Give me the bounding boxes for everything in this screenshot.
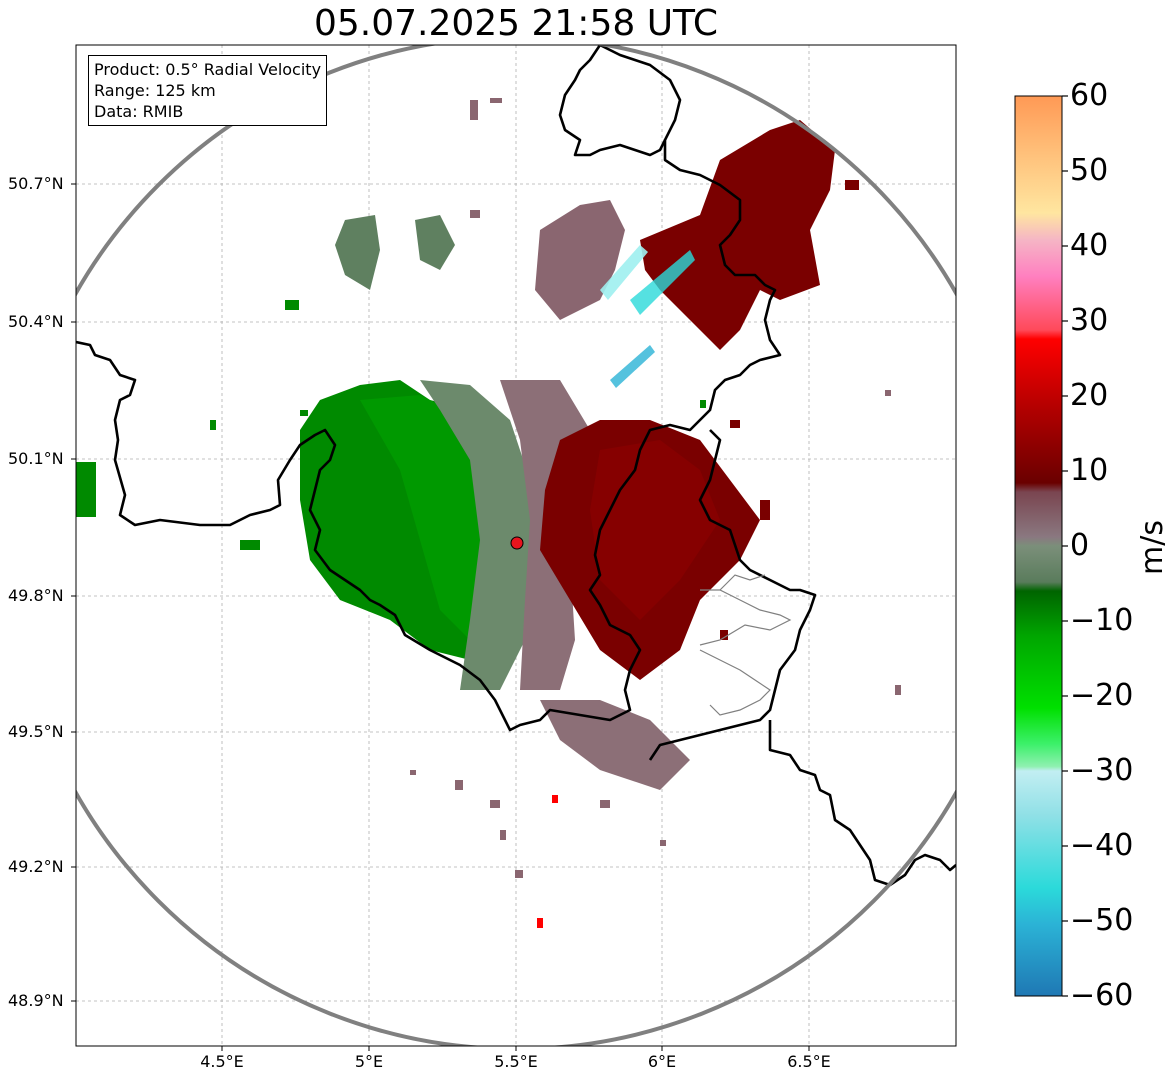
colorbar-tick-label: 30	[1070, 303, 1109, 338]
colorbar-tick-label: −50	[1070, 903, 1134, 938]
axis-ticks	[71, 183, 810, 1051]
lat-label: 49.2°N	[8, 857, 64, 876]
radar-site-marker	[510, 536, 524, 550]
lat-label: 49.8°N	[8, 586, 64, 605]
province-borders	[699, 574, 792, 716]
colorbar-tick-label: −30	[1070, 753, 1134, 788]
lat-label: 50.4°N	[8, 312, 64, 331]
colorbar-tick-label: 20	[1070, 378, 1109, 413]
colorbar-unit-label: m/s	[1135, 520, 1170, 575]
product-label: Product: 0.5° Radial Velocity	[94, 60, 322, 79]
colorbar-gradient	[1014, 95, 1063, 997]
lat-label: 50.7°N	[8, 174, 64, 193]
colorbar-tick-label: −10	[1070, 603, 1134, 638]
colorbar-tick-label: 60	[1070, 78, 1109, 113]
lon-label: 5.5°E	[494, 1052, 538, 1071]
lat-label: 50.1°N	[8, 449, 64, 468]
colorbar-tick-label: 0	[1070, 528, 1090, 563]
colorbar-tick-label: 50	[1070, 153, 1109, 188]
info-box: Product: 0.5° Radial Velocity Range: 125…	[88, 55, 328, 126]
lon-label: 6.5°E	[787, 1052, 831, 1071]
lon-label: 6°E	[647, 1052, 677, 1071]
colorbar-tick-label: −40	[1070, 828, 1134, 863]
range-label: Range: 125 km	[94, 81, 216, 100]
country-borders	[76, 45, 956, 887]
colorbar-tick-label: −20	[1070, 678, 1134, 713]
colorbar-tick-label: −60	[1070, 978, 1134, 1013]
colorbar-tick-label: 40	[1070, 228, 1109, 263]
lon-label: 5°E	[354, 1052, 384, 1071]
colorbar	[1014, 95, 1068, 997]
colorbar-tick-label: 10	[1070, 453, 1109, 488]
data-source-label: Data: RMIB	[94, 102, 184, 121]
lon-label: 4.5°E	[200, 1052, 244, 1071]
lat-label: 48.9°N	[8, 991, 64, 1010]
map-title: 05.07.2025 21:58 UTC	[313, 3, 719, 44]
lat-label: 49.5°N	[8, 722, 64, 741]
velocity-echoes	[76, 98, 901, 928]
